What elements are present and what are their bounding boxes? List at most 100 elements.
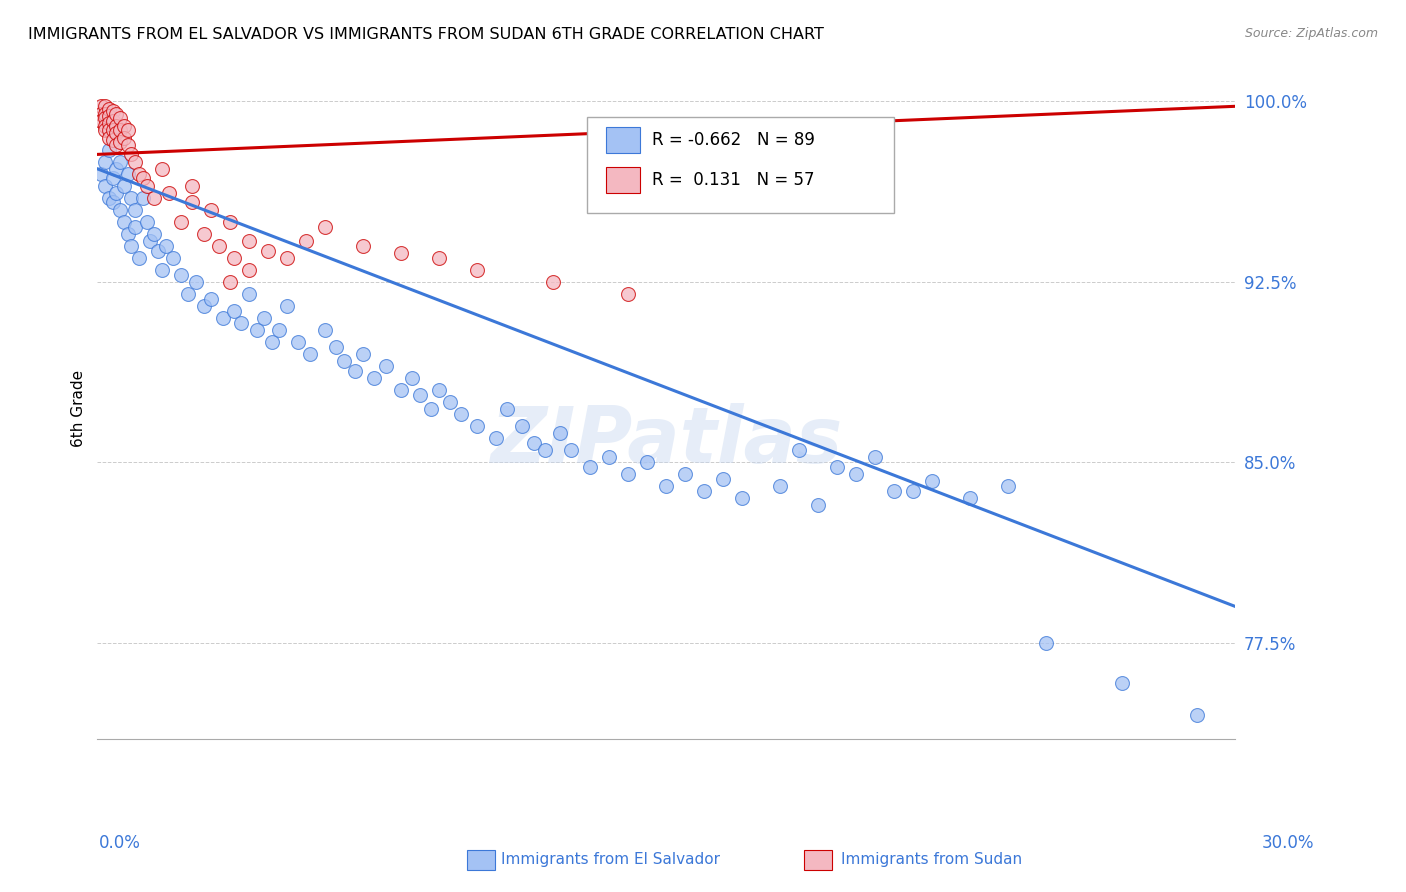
Point: [222, 251, 245, 265]
Point: [112, 215, 135, 229]
Point: [295, 234, 318, 248]
Point: [90, 113, 112, 128]
Point: [124, 154, 146, 169]
Bar: [606, 127, 640, 153]
Point: [94, 123, 117, 137]
Point: [901, 484, 924, 499]
Point: [420, 402, 443, 417]
Point: [112, 178, 135, 193]
Point: [496, 402, 519, 417]
Point: [548, 426, 571, 441]
Point: [112, 119, 135, 133]
Point: [673, 467, 696, 482]
Bar: [467, 850, 495, 870]
Point: [731, 491, 754, 506]
Point: [617, 467, 640, 482]
Point: [94, 99, 117, 113]
Point: [427, 251, 450, 265]
Bar: [606, 167, 640, 194]
Text: ZIPatlas: ZIPatlas: [491, 403, 842, 479]
Text: Immigrants from Sudan: Immigrants from Sudan: [841, 853, 1022, 867]
Point: [94, 178, 117, 193]
Point: [534, 443, 557, 458]
Point: [108, 112, 131, 126]
Point: [219, 275, 242, 289]
Point: [200, 292, 222, 306]
Point: [655, 479, 678, 493]
Point: [94, 112, 117, 126]
Point: [135, 215, 157, 229]
Point: [97, 109, 120, 123]
Point: [128, 167, 150, 181]
Point: [155, 239, 177, 253]
Point: [94, 119, 117, 133]
Point: [108, 136, 131, 150]
Point: [711, 472, 734, 486]
Point: [94, 154, 117, 169]
Point: [208, 239, 231, 253]
Point: [693, 484, 716, 499]
Text: 30.0%: 30.0%: [1263, 834, 1315, 852]
Point: [150, 262, 173, 277]
Point: [101, 171, 124, 186]
Point: [200, 202, 222, 217]
Point: [883, 484, 905, 499]
Point: [170, 215, 193, 229]
Point: [101, 104, 124, 119]
Point: [510, 419, 533, 434]
Point: [97, 116, 120, 130]
Point: [253, 310, 276, 325]
Point: [374, 359, 396, 373]
Point: [108, 202, 131, 217]
Point: [344, 364, 367, 378]
Point: [90, 167, 112, 181]
Point: [121, 239, 143, 253]
Point: [427, 383, 450, 397]
Point: [117, 123, 139, 137]
Point: [409, 388, 432, 402]
Point: [139, 234, 162, 248]
Point: [90, 106, 112, 120]
Point: [352, 347, 374, 361]
Point: [287, 334, 309, 349]
Point: [157, 186, 180, 200]
Bar: [804, 850, 832, 870]
Point: [465, 419, 488, 434]
Text: IMMIGRANTS FROM EL SALVADOR VS IMMIGRANTS FROM SUDAN 6TH GRADE CORRELATION CHART: IMMIGRANTS FROM EL SALVADOR VS IMMIGRANT…: [28, 27, 824, 42]
Point: [143, 191, 166, 205]
Point: [181, 178, 204, 193]
Point: [143, 227, 166, 241]
Point: [579, 460, 602, 475]
Point: [276, 299, 298, 313]
Point: [193, 227, 215, 241]
Point: [276, 251, 298, 265]
Point: [541, 275, 564, 289]
Point: [298, 347, 321, 361]
Point: [439, 395, 461, 409]
Point: [314, 323, 336, 337]
Point: [135, 178, 157, 193]
Point: [333, 354, 356, 368]
Point: [269, 323, 291, 337]
Point: [97, 102, 120, 116]
Point: [617, 286, 640, 301]
Point: [219, 215, 242, 229]
Point: [325, 340, 347, 354]
Text: 0.0%: 0.0%: [98, 834, 141, 852]
Point: [997, 479, 1019, 493]
Point: [97, 191, 120, 205]
Point: [246, 323, 269, 337]
Point: [128, 251, 150, 265]
Point: [401, 371, 423, 385]
Point: [162, 251, 184, 265]
Point: [485, 431, 508, 445]
Point: [807, 499, 830, 513]
Point: [112, 130, 135, 145]
Point: [101, 123, 124, 137]
Point: [124, 219, 146, 234]
Point: [863, 450, 886, 465]
Point: [181, 195, 204, 210]
Point: [97, 123, 120, 137]
Point: [184, 275, 207, 289]
Point: [260, 334, 283, 349]
